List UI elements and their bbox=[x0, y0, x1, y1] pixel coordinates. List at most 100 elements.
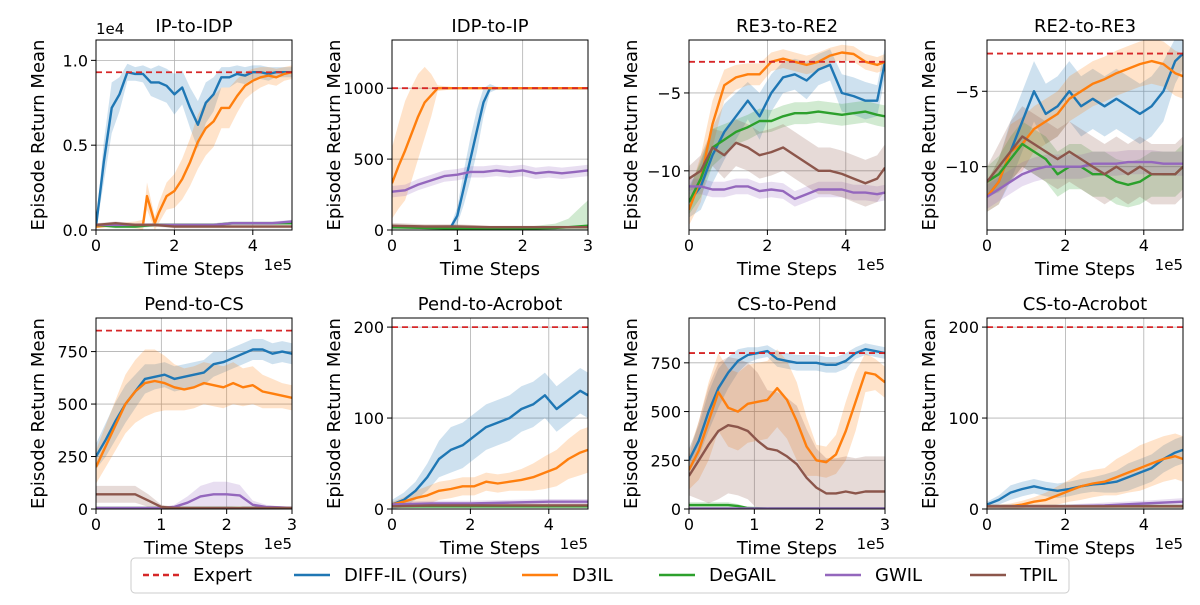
x-tick-label: 1 bbox=[749, 515, 759, 534]
x-multiplier: 1e5 bbox=[1155, 535, 1183, 553]
band-tpil bbox=[689, 119, 885, 207]
band-degail bbox=[987, 121, 1183, 208]
x-tick-label: 2 bbox=[222, 515, 232, 534]
x-axis-label: Time Steps bbox=[1034, 259, 1135, 280]
x-tick-label: 2 bbox=[762, 236, 772, 255]
series-line-tpil bbox=[392, 504, 588, 508]
x-axis-label: Time Steps bbox=[143, 259, 244, 280]
x-tick-label: 4 bbox=[1139, 515, 1149, 534]
panel-title: Pend-to-Acrobot bbox=[418, 294, 563, 315]
x-tick-label: 2 bbox=[169, 236, 179, 255]
legend-item-diff-il-ours: DIFF-IL (Ours) bbox=[294, 565, 468, 586]
series-line-degail bbox=[689, 110, 885, 203]
panel-pend-to-acrobot: 0 2 4 0 100 200 Pend-to-Acrobot Time Steps Episo… bbox=[324, 294, 589, 559]
y-tick-label: 250 bbox=[57, 448, 88, 467]
panel-plot-area bbox=[392, 326, 588, 509]
panel-plot-area bbox=[96, 63, 292, 230]
legend-item-degail: DeGAIL bbox=[659, 565, 776, 586]
band-tpil bbox=[96, 485, 292, 509]
y-tick-label: 500 bbox=[57, 395, 88, 414]
x-tick-label: 0 bbox=[982, 515, 992, 534]
y-tick-label: 1000 bbox=[343, 79, 384, 98]
y-tick-label: 750 bbox=[650, 354, 681, 373]
legend-label: DIFF-IL (Ours) bbox=[344, 565, 468, 586]
y-axis-label: Episode Return Mean bbox=[28, 318, 49, 509]
x-multiplier: 1e5 bbox=[1155, 256, 1183, 274]
legend-item-tpil: TPIL bbox=[970, 565, 1057, 586]
y-tick-label: −5 bbox=[955, 82, 979, 101]
series-line-tpil bbox=[96, 221, 292, 228]
panel-title: CS-to-Pend bbox=[737, 294, 837, 315]
y-tick-label: 200 bbox=[948, 318, 979, 337]
y-tick-label: −10 bbox=[945, 158, 979, 177]
panel-plot-area bbox=[987, 326, 1183, 509]
y-axis-label: Episode Return Mean bbox=[919, 318, 940, 509]
y-axis-label: Episode Return Mean bbox=[324, 318, 345, 509]
panel-title: IP-to-IDP bbox=[155, 16, 232, 37]
legend-label: TPIL bbox=[1019, 565, 1057, 586]
y-tick-label: 0 bbox=[969, 500, 979, 519]
y-tick-label: 0.0 bbox=[63, 221, 88, 240]
legend-label: Expert bbox=[193, 565, 252, 586]
y-tick-label: 0 bbox=[374, 221, 384, 240]
panel-title: IDP-to-IP bbox=[451, 16, 528, 37]
x-tick-label: 4 bbox=[248, 236, 258, 255]
band-diff-il-ours bbox=[392, 368, 588, 509]
y-tick-label: 100 bbox=[353, 409, 384, 428]
series-line-diff-il-ours bbox=[987, 52, 1183, 198]
y-tick-label: 500 bbox=[650, 403, 681, 422]
y-axis-label: Episode Return Mean bbox=[621, 40, 642, 231]
x-tick-label: 2 bbox=[1060, 515, 1070, 534]
band-d3il bbox=[96, 65, 292, 230]
y-axis-label: Episode Return Mean bbox=[621, 318, 642, 509]
band-gwil bbox=[392, 164, 588, 198]
y-tick-label: 0 bbox=[671, 500, 681, 519]
panel-plot-area bbox=[987, 40, 1183, 212]
series-line-d3il bbox=[987, 455, 1183, 508]
band-diff-il-ours bbox=[987, 436, 1183, 508]
legend-box bbox=[130, 557, 1070, 594]
x-tick-label: 0 bbox=[91, 236, 101, 255]
y-tick-label: 1.0 bbox=[63, 51, 88, 70]
series-line-d3il bbox=[96, 379, 292, 468]
series-line-tpil bbox=[987, 135, 1183, 183]
y-tick-label: 0 bbox=[78, 500, 88, 519]
panel-title: RE3-to-RE2 bbox=[736, 16, 838, 37]
series-line-tpil bbox=[392, 224, 588, 229]
x-tick-label: 0 bbox=[387, 515, 397, 534]
panel-re2-to-re3: 0 2 4 −10 −5 RE2-to-RE3 Time Steps Episode Retu… bbox=[919, 16, 1184, 280]
band-d3il bbox=[96, 349, 292, 484]
x-axis-label: Time Steps bbox=[439, 538, 540, 559]
x-tick-label: 0 bbox=[387, 236, 397, 255]
panel-ip-to-idp: 0 2 4 0.0 0.5 1.0 IP-to-IDP Time Steps Episode R… bbox=[28, 16, 293, 280]
x-axis-label: Time Steps bbox=[1034, 538, 1135, 559]
panel-frame bbox=[95, 317, 293, 510]
series-line-tpil bbox=[96, 493, 292, 509]
y-tick-label: −5 bbox=[657, 84, 681, 103]
panel-cs-to-pend: 0 1 2 3 0 250 500 750 CS-to-Pend Time Steps Episod… bbox=[621, 294, 890, 559]
band-diff-il-ours bbox=[96, 339, 292, 470]
series-line-diff-il-ours bbox=[689, 61, 885, 203]
x-tick-label: 1 bbox=[452, 236, 462, 255]
series-line-diff-il-ours bbox=[392, 389, 588, 506]
panel-re3-to-re2: 0 2 4 −10 −5 RE3-to-RE2 Time Steps Episode Retu… bbox=[621, 16, 886, 280]
y-axis-label: Episode Return Mean bbox=[324, 40, 345, 231]
legend-item-expert: Expert bbox=[143, 565, 252, 586]
band-diff-il-ours bbox=[987, 40, 1183, 212]
series-line-d3il bbox=[689, 371, 885, 471]
y-tick-label: −10 bbox=[647, 162, 681, 181]
x-tick-label: 2 bbox=[518, 236, 528, 255]
legend-item-gwil: GWIL bbox=[825, 565, 922, 586]
panel-frame bbox=[391, 317, 589, 510]
x-multiplier: 1e5 bbox=[560, 535, 588, 553]
series-line-gwil bbox=[689, 185, 885, 201]
x-multiplier: 1e5 bbox=[857, 535, 885, 553]
y-tick-label: 0 bbox=[374, 500, 384, 519]
panel-frame bbox=[688, 317, 886, 510]
x-multiplier: 1e5 bbox=[264, 535, 292, 553]
band-d3il bbox=[987, 433, 1183, 509]
y-tick-label: 500 bbox=[353, 150, 384, 169]
x-tick-label: 2 bbox=[465, 515, 475, 534]
series-line-d3il bbox=[96, 71, 292, 228]
